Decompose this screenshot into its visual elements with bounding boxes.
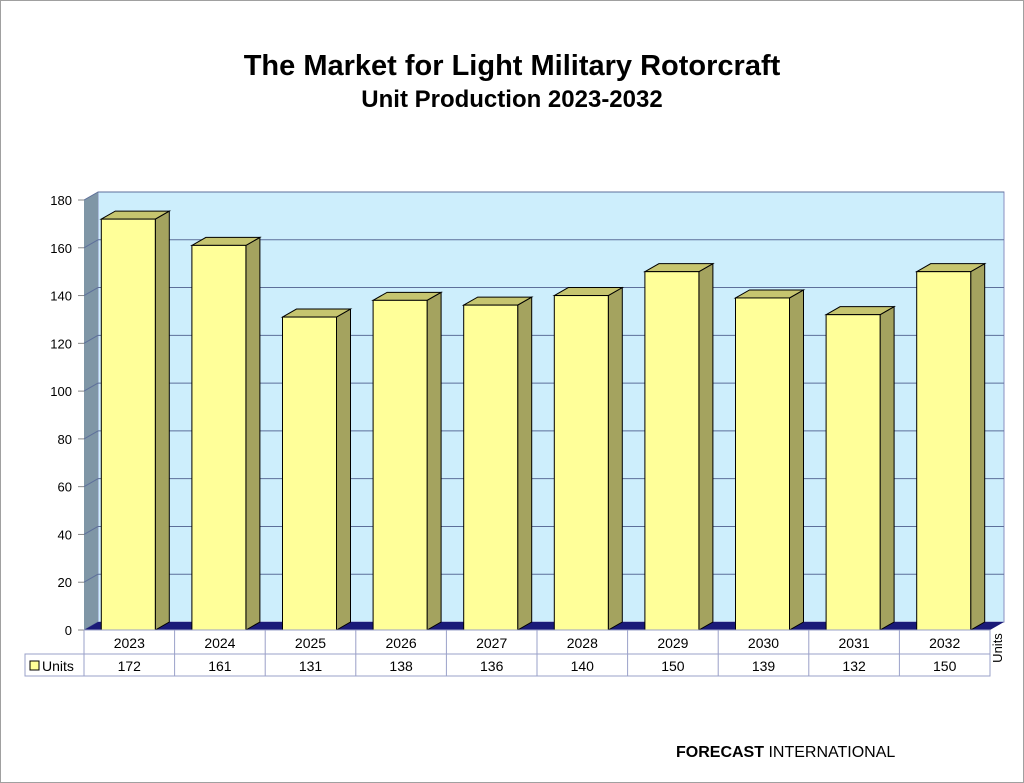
footer-brand-bold: FORECAST xyxy=(676,744,764,761)
x-tick-label: 2030 xyxy=(748,635,779,651)
bar-side xyxy=(426,291,442,631)
gridline-side xyxy=(83,239,99,249)
bar-2027 xyxy=(463,304,519,631)
data-label: 132 xyxy=(842,658,866,674)
x-tick-label: 2031 xyxy=(839,635,870,651)
bar-side xyxy=(970,262,986,631)
chart-title: The Market for Light Military Rotorcraft xyxy=(243,50,781,82)
bar-2029 xyxy=(644,271,700,631)
bar-2031 xyxy=(825,314,881,631)
legend-swatch xyxy=(29,660,40,671)
y-tick-label: 80 xyxy=(58,432,72,447)
x-tick-label: 2027 xyxy=(476,635,507,651)
bar-2028 xyxy=(553,295,609,631)
bar-side xyxy=(698,262,714,631)
data-label: 131 xyxy=(299,658,323,674)
gridline-side xyxy=(83,430,99,440)
x-tick-label: 2032 xyxy=(929,635,960,651)
data-label: 172 xyxy=(118,658,142,674)
gridline-side xyxy=(83,526,99,535)
gridline-side xyxy=(83,382,99,392)
legend-label: Units xyxy=(42,658,74,674)
x-tick-label: 2029 xyxy=(657,635,688,651)
y-tick-label: 160 xyxy=(50,241,72,256)
data-label: 140 xyxy=(571,658,595,674)
side-wall xyxy=(84,192,98,630)
bar-side xyxy=(245,236,261,631)
footer-brand-rest: INTERNATIONAL xyxy=(764,744,896,761)
data-label: 150 xyxy=(933,658,957,674)
bar-side xyxy=(607,286,623,631)
y-tick-label: 20 xyxy=(58,575,72,590)
data-label: 136 xyxy=(480,658,504,674)
y-tick-label: 120 xyxy=(50,336,72,351)
data-label: 150 xyxy=(661,658,685,674)
x-tick-label: 2024 xyxy=(204,635,235,651)
chart-subtitle: Unit Production 2023-2032 xyxy=(361,86,663,113)
footer-brand: FORECAST INTERNATIONAL xyxy=(676,744,895,762)
x-tick-label: 2023 xyxy=(114,635,145,651)
gridline-side xyxy=(83,191,99,201)
bar-side xyxy=(789,289,804,631)
y-tick-label: 0 xyxy=(65,623,72,638)
bar-2032 xyxy=(916,271,972,631)
gridline-side xyxy=(83,287,99,296)
data-label: 139 xyxy=(752,658,776,674)
y-tick-label: 140 xyxy=(50,289,72,304)
x-tick-label: 2026 xyxy=(386,635,417,651)
y-tick-label: 60 xyxy=(58,480,72,495)
y-axis-label-right: Units xyxy=(990,633,1005,663)
bar-2023 xyxy=(100,218,156,631)
y-tick-label: 40 xyxy=(58,527,72,542)
bar-side xyxy=(154,210,170,631)
bar-side xyxy=(336,308,351,631)
gridline-side xyxy=(83,573,99,583)
gridline-side xyxy=(83,478,99,488)
bar-2030 xyxy=(735,297,790,631)
data-label: 161 xyxy=(208,658,232,674)
bar-side xyxy=(879,305,895,631)
data-label: 138 xyxy=(389,658,413,674)
gridline-side xyxy=(83,334,99,344)
bar-side xyxy=(517,296,533,631)
bar-2026 xyxy=(372,299,428,631)
y-tick-label: 100 xyxy=(50,384,72,399)
y-tick-label: 180 xyxy=(50,193,72,208)
x-tick-label: 2028 xyxy=(567,635,598,651)
bar-2025 xyxy=(282,316,337,631)
bar-2024 xyxy=(191,244,247,631)
x-tick-label: 2025 xyxy=(295,635,326,651)
